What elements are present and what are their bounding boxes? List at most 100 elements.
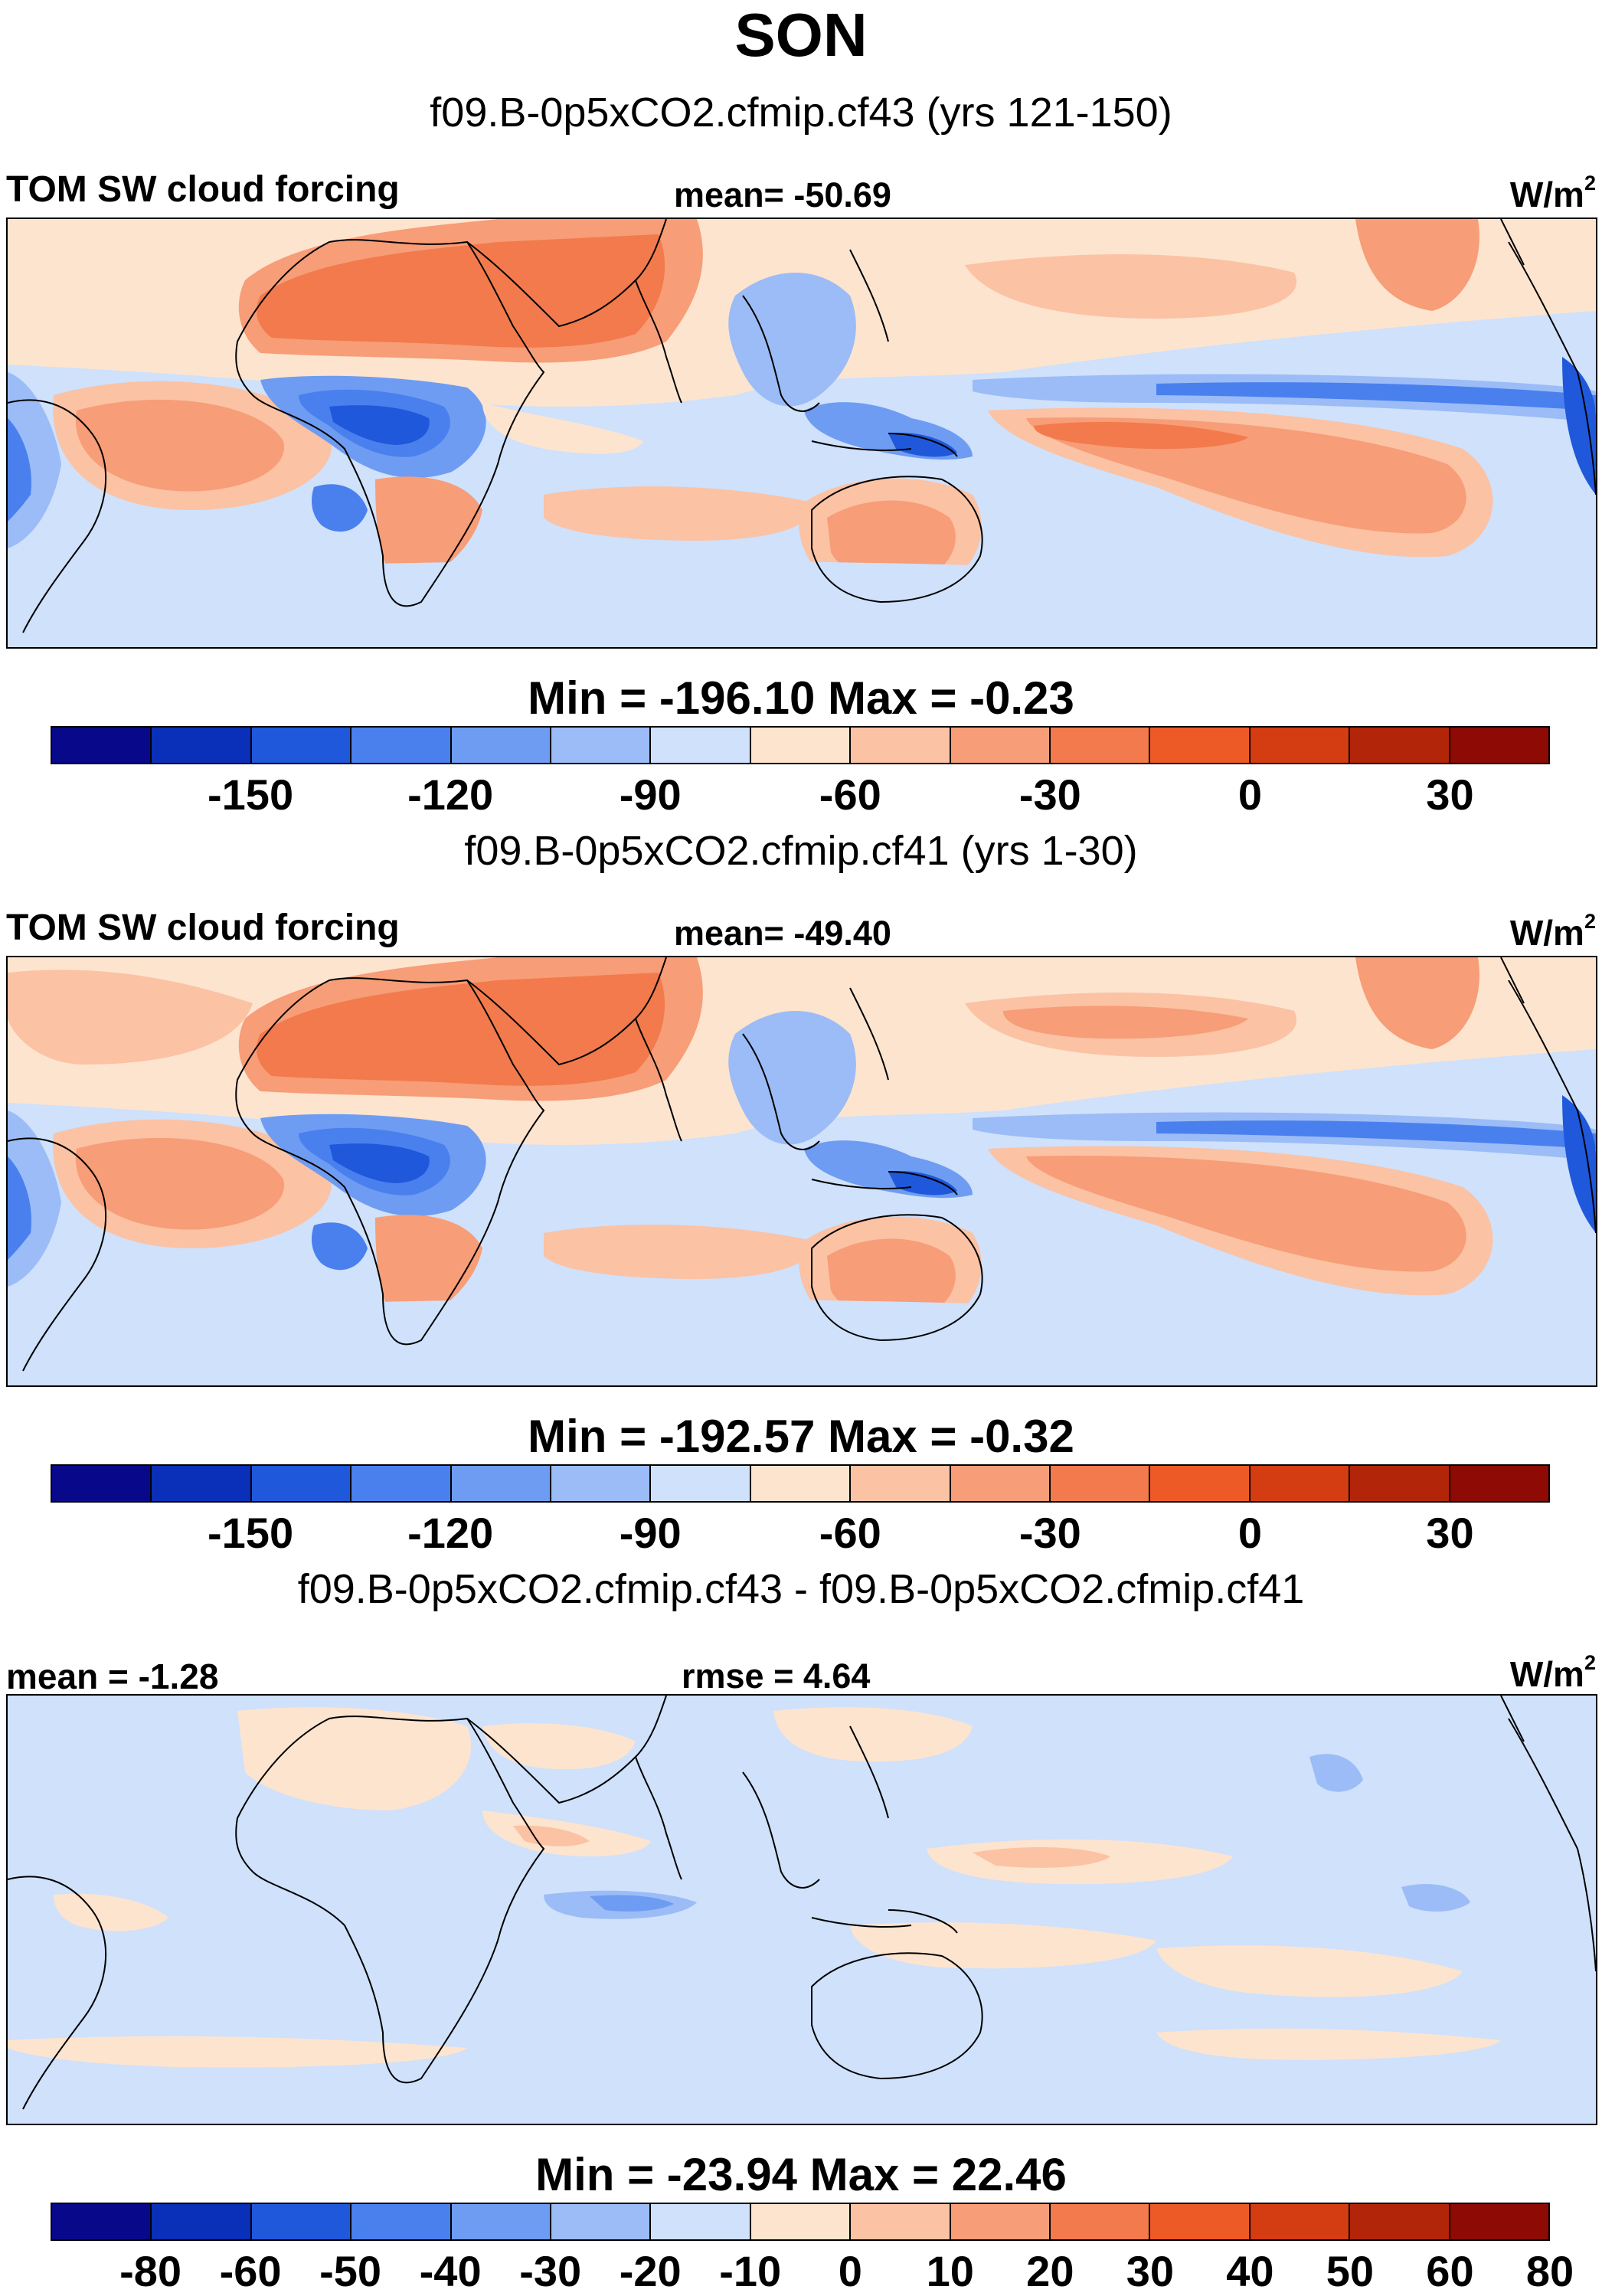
colorbar-box — [351, 2204, 452, 2239]
colorbar-tick-label: 60 — [1426, 2247, 1474, 2295]
colorbar-tick-label: -20 — [619, 2247, 682, 2295]
colorbar-box — [950, 728, 1051, 763]
panel1-colorbar — [51, 726, 1550, 764]
panel3-center-label: rmse = 4.64 — [682, 1657, 871, 1696]
colorbar-box — [750, 728, 852, 763]
colorbar-box — [851, 728, 951, 763]
colorbar-box — [551, 2204, 652, 2239]
colorbar-tick-label: -150 — [208, 1509, 294, 1557]
colorbar-tick-label: 80 — [1525, 2247, 1574, 2295]
colorbar-box — [851, 1466, 951, 1501]
colorbar-box — [1150, 2204, 1251, 2239]
colorbar-box — [451, 1466, 552, 1501]
colorbar-box — [251, 2204, 352, 2239]
colorbar-box — [1450, 1466, 1549, 1501]
panel1-center-label: mean= -50.69 — [674, 175, 891, 214]
colorbar-tick-label: 0 — [1237, 770, 1262, 819]
colorbar-tick-label: 0 — [838, 2247, 862, 2295]
colorbar-tick-label: 40 — [1226, 2247, 1274, 2295]
colorbar-tick-label: 30 — [1126, 2247, 1175, 2295]
panel3-minmax: Min = -23.94 Max = 22.46 — [535, 2149, 1067, 2200]
colorbar-tick-label: 50 — [1326, 2247, 1375, 2295]
colorbar-box — [750, 2204, 852, 2239]
colorbar-tick-label: -40 — [419, 2247, 482, 2295]
panel2-center-label: mean= -49.40 — [674, 914, 891, 953]
panel3-map-svg — [8, 1696, 1596, 2124]
colorbar-box — [1250, 728, 1351, 763]
panel3-map — [6, 1694, 1597, 2125]
panel1-left-label: TOM SW cloud forcing — [6, 169, 400, 210]
colorbar-box — [1051, 2204, 1151, 2239]
colorbar-box — [1450, 2204, 1549, 2239]
colorbar-tick-label: 0 — [1237, 1509, 1262, 1557]
colorbar-tick-label: -60 — [219, 2247, 282, 2295]
colorbar-box — [251, 1466, 352, 1501]
colorbar-box — [1350, 728, 1450, 763]
colorbar-box — [651, 728, 751, 763]
colorbar-tick-label: -60 — [819, 1509, 881, 1557]
panel2-map — [6, 956, 1597, 1387]
colorbar-box — [152, 2204, 252, 2239]
colorbar-box — [1250, 1466, 1351, 1501]
colorbar-box — [1150, 728, 1251, 763]
colorbar-box — [52, 1466, 152, 1501]
colorbar-tick-label: -50 — [319, 2247, 382, 2295]
colorbar-box — [451, 728, 552, 763]
colorbar-tick-label: -30 — [1018, 1509, 1081, 1557]
colorbar-box — [1450, 728, 1549, 763]
panel1-case-title: f09.B-0p5xCO2.cfmip.cf43 (yrs 121-150) — [430, 90, 1172, 136]
colorbar-tick-label: 20 — [1026, 2247, 1074, 2295]
colorbar-box — [52, 728, 152, 763]
colorbar-tick-label: -80 — [119, 2247, 181, 2295]
colorbar-tick-label: -90 — [619, 770, 682, 819]
colorbar-tick-label: 30 — [1426, 1509, 1474, 1557]
colorbar-box — [1350, 2204, 1450, 2239]
colorbar-tick-label: 10 — [926, 2247, 974, 2295]
colorbar-box — [950, 2204, 1051, 2239]
colorbar-tick-label: -150 — [208, 770, 294, 819]
colorbar-tick-label: -10 — [719, 2247, 782, 2295]
panel2-left-label: TOM SW cloud forcing — [6, 908, 400, 948]
colorbar-box — [651, 2204, 751, 2239]
panel3-units: W/m2 — [1509, 1651, 1596, 1694]
colorbar-box — [52, 2204, 152, 2239]
panel1-units: W/m2 — [1509, 172, 1596, 214]
colorbar-tick-label: -120 — [407, 1509, 494, 1557]
colorbar-tick-label: -30 — [519, 2247, 582, 2295]
colorbar-box — [551, 728, 652, 763]
colorbar-box — [1350, 1466, 1450, 1501]
panel1-map-svg — [8, 219, 1596, 647]
colorbar-box — [950, 1466, 1051, 1501]
colorbar-box — [651, 1466, 751, 1501]
colorbar-box — [1250, 2204, 1351, 2239]
colorbar-box — [451, 2204, 552, 2239]
panel3-left-label: mean = -1.28 — [6, 1657, 219, 1696]
panel1-colorbar-labels: -150 -120 -90 -60 -30 0 30 — [0, 774, 1602, 819]
colorbar-tick-label: -60 — [819, 770, 881, 819]
panel2-colorbar — [51, 1464, 1550, 1503]
colorbar-box — [152, 1466, 252, 1501]
colorbar-box — [1051, 1466, 1151, 1501]
panel3-case-title: f09.B-0p5xCO2.cfmip.cf43 - f09.B-0p5xCO2… — [297, 1566, 1305, 1612]
panel3-colorbar — [51, 2203, 1550, 2241]
colorbar-tick-label: -120 — [407, 770, 494, 819]
panel1-map — [6, 217, 1597, 649]
colorbar-box — [750, 1466, 852, 1501]
panel1-minmax: Min = -196.10 Max = -0.23 — [528, 672, 1074, 724]
colorbar-box — [351, 728, 452, 763]
colorbar-box — [1150, 1466, 1251, 1501]
panel2-minmax: Min = -192.57 Max = -0.32 — [528, 1411, 1074, 1462]
colorbar-box — [251, 728, 352, 763]
colorbar-box — [551, 1466, 652, 1501]
colorbar-box — [1051, 728, 1151, 763]
colorbar-tick-label: -30 — [1018, 770, 1081, 819]
panel2-map-svg — [8, 957, 1596, 1385]
panel3-colorbar-labels: -80 -60 -50 -40 -30 -20 -10 0 10 20 30 40 50 60 80 — [0, 2250, 1602, 2296]
colorbar-box — [152, 728, 252, 763]
colorbar-tick-label: 30 — [1426, 770, 1474, 819]
panel2-units: W/m2 — [1509, 910, 1596, 953]
season-title: SON — [734, 1, 868, 69]
panel2-colorbar-labels: -150 -120 -90 -60 -30 0 30 — [0, 1512, 1602, 1558]
colorbar-tick-label: -90 — [619, 1509, 682, 1557]
colorbar-box — [851, 2204, 951, 2239]
